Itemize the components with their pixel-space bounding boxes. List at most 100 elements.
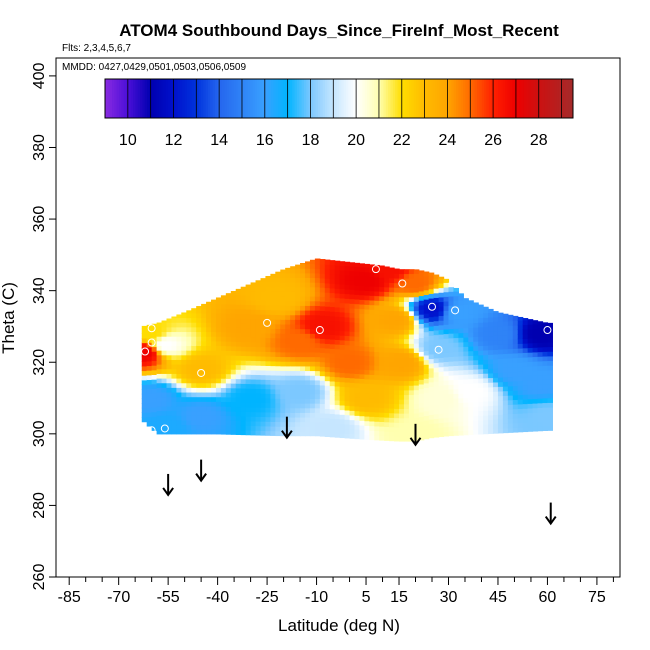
heatmap-cell (527, 375, 534, 381)
heatmap-cell (418, 369, 425, 376)
heatmap-cell (255, 369, 262, 376)
observation-point (451, 306, 460, 315)
heatmap-cell (250, 332, 257, 338)
heatmap-cell (275, 281, 281, 288)
heatmap-cell (171, 316, 177, 319)
heatmap-cell (364, 378, 370, 384)
heatmap-cell (265, 337, 271, 343)
heatmap-cell (389, 310, 395, 316)
heatmap-cell (379, 319, 385, 325)
heatmap-cell (364, 263, 370, 268)
heatmap-cell (354, 312, 361, 319)
heatmap-cell (300, 365, 306, 372)
heatmap-cell (329, 422, 336, 429)
heatmap-cell (255, 351, 262, 357)
colorbar-segment (565, 79, 569, 118)
heatmap-cell (463, 313, 469, 319)
colorbar-segment (495, 79, 499, 118)
heatmap-cell (468, 369, 474, 375)
heatmap-cell (186, 322, 192, 328)
heatmap-cell (468, 332, 474, 338)
heatmap-cell (255, 290, 262, 296)
heatmap-cell (547, 374, 553, 380)
heatmap-cell (473, 369, 479, 375)
heatmap-cell (483, 405, 489, 411)
heatmap-cell (497, 312, 504, 318)
heatmap-cell (478, 317, 484, 323)
heatmap-cell (334, 395, 341, 401)
heatmap-cell (502, 325, 509, 331)
heatmap-cell (250, 351, 257, 357)
heatmap-cell (314, 296, 321, 302)
heatmap-cell (151, 346, 158, 352)
heatmap-cell (532, 333, 539, 339)
heatmap-cell (314, 305, 321, 311)
heatmap-cell (384, 379, 390, 386)
heatmap-cell (374, 295, 380, 301)
heatmap-cell (245, 430, 252, 436)
heatmap-cell (458, 293, 464, 296)
heatmap-cell (413, 422, 420, 428)
heatmap-cell (215, 326, 222, 333)
heatmap-cell (468, 364, 474, 370)
observation-points (141, 265, 552, 435)
heatmap-cell (418, 309, 425, 315)
heatmap-cell (423, 396, 430, 403)
heatmap-cell (166, 401, 173, 407)
heatmap-cell (413, 417, 420, 423)
heatmap-cell (186, 359, 192, 365)
heatmap-cell (235, 288, 242, 291)
colorbar-segment (243, 79, 246, 118)
heatmap-cell (468, 411, 474, 417)
heatmap-cell (344, 386, 351, 392)
heatmap-cell (156, 326, 163, 333)
heatmap-cell (403, 347, 410, 354)
heatmap-cell (206, 340, 212, 347)
heatmap-cell (418, 416, 425, 422)
heatmap-cell (250, 369, 257, 375)
heatmap-cell (324, 306, 331, 312)
heatmap-cell (171, 345, 177, 351)
heatmap-cell (428, 386, 435, 392)
heatmap-cell (413, 361, 420, 367)
heatmap-cell (319, 319, 326, 325)
heatmap-cell (443, 278, 450, 283)
heatmap-cell (483, 428, 489, 435)
heatmap-cell (399, 361, 405, 368)
heatmap-cell (285, 430, 291, 437)
heatmap-cell (507, 390, 514, 396)
heatmap-cell (384, 266, 390, 269)
heatmap-cell (329, 269, 336, 275)
heatmap-cell (483, 424, 489, 430)
heatmap-cell (369, 420, 375, 427)
heatmap-cell (497, 363, 504, 369)
heatmap-cell (423, 392, 430, 398)
heatmap-cell (211, 317, 217, 323)
heatmap-cell (260, 402, 267, 408)
heatmap-cell (250, 374, 257, 380)
heatmap-cell (235, 415, 242, 422)
heatmap-cell (314, 393, 321, 400)
heatmap-cell (285, 347, 291, 353)
heatmap-cell (379, 388, 385, 395)
colorbar-segment (292, 79, 296, 118)
heatmap-cell (497, 386, 504, 392)
heatmap-cell (146, 365, 153, 371)
heatmap-cell (270, 351, 276, 357)
heatmap-cell (166, 354, 173, 360)
heatmap-cell (473, 303, 479, 310)
heatmap-cell (493, 428, 499, 434)
heatmap-cell (354, 271, 361, 277)
heatmap-cell (344, 391, 351, 397)
heatmap-cell (389, 342, 395, 349)
heatmap-cell (374, 304, 380, 311)
heatmap-cell (285, 412, 291, 418)
heatmap-cell (275, 356, 281, 362)
heatmap-cell (517, 324, 524, 330)
heatmap-cell (468, 318, 474, 324)
heatmap-cell (235, 290, 242, 296)
chart-title: ATOM4 Southbound Days_Since_FireInf_Most… (119, 21, 559, 40)
heatmap-cell (201, 336, 207, 342)
heatmap-cell (399, 394, 405, 400)
colorbar-segment (156, 79, 160, 118)
